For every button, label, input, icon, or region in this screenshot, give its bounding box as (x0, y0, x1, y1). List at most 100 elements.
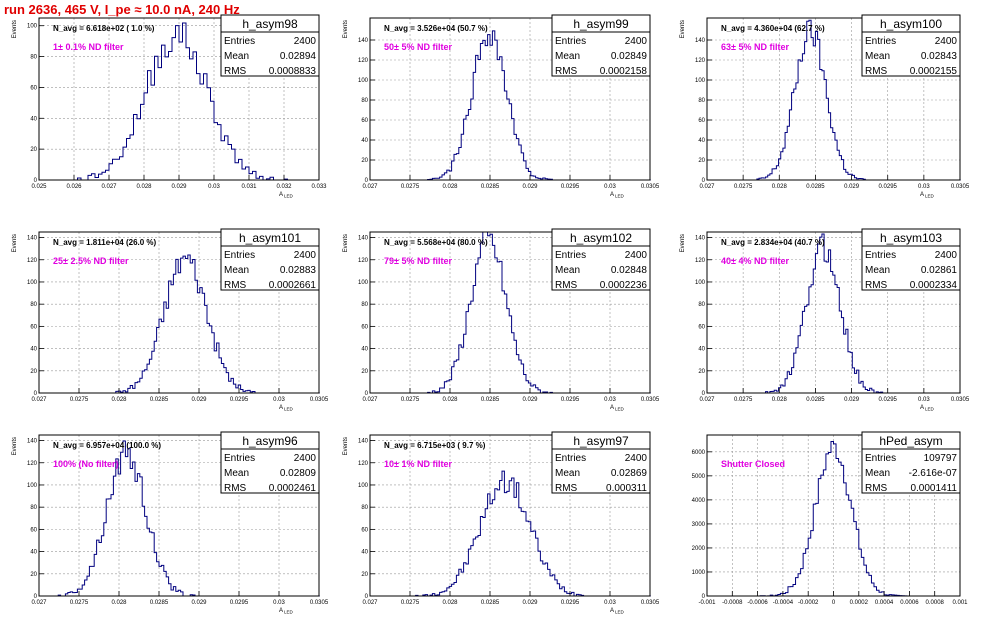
histogram-panel-h_asym98: 0.025 0.026 0.027 0.028 0.029 0.03 0.031 0.032 0… (12, 14, 327, 199)
stats-value: 2400 (935, 36, 958, 47)
histogram-name: h_asym96 (242, 434, 298, 448)
histogram-panel-h_asym96: 0.027 0.0275 0.028 0.0285 0.029 0.0295 0.03 0.0… (12, 431, 329, 615)
x-tick-label: 0.0295 (561, 397, 580, 403)
y-tick-label: 60 (361, 118, 368, 124)
stats-label: RMS (224, 66, 247, 77)
stats-value: 0.0002461 (269, 483, 317, 494)
stats-value: 2400 (935, 250, 958, 261)
x-tick-label: 0.0295 (879, 184, 898, 190)
stats-label: RMS (224, 280, 247, 291)
x-tick-label: 0.029 (522, 600, 538, 606)
stats-label: Mean (224, 468, 249, 479)
navg-label: N_avg = 5.568e+04 (80.0 %) (384, 238, 488, 247)
histogram-series-line (39, 22, 319, 181)
stats-value: 0.02848 (611, 265, 648, 276)
x-tick-label: 0.0275 (734, 184, 753, 190)
stats-value: 0.02809 (280, 468, 317, 479)
x-tick-label: 0.028 (442, 184, 458, 190)
stats-label: Entries (555, 36, 586, 47)
histogram-panel-h_asym100: 0.027 0.0275 0.028 0.0285 0.029 0.0295 0.03 0.0… (680, 14, 970, 199)
x-tick-label: 0.0295 (230, 397, 249, 403)
stats-box (551, 31, 651, 77)
x-axis-label: ALED (920, 192, 935, 199)
x-tick-label: 0.0275 (70, 600, 89, 606)
x-tick-label: 0.028 (772, 397, 788, 403)
histogram-panel-h_asym97: 0.027 0.0275 0.028 0.0285 0.029 0.0295 0.03 0.0… (343, 431, 660, 615)
stats-box (861, 448, 961, 494)
y-tick-label: 0 (365, 391, 369, 397)
y-tick-label: 100 (358, 78, 369, 84)
x-tick-label: 0.0295 (879, 397, 898, 403)
plot-frame (706, 17, 961, 181)
y-tick-label: 40 (361, 347, 368, 353)
histogram-name: h_asym103 (880, 231, 942, 245)
stats-value: 0.0008833 (269, 66, 317, 77)
y-tick-label: 100 (358, 483, 369, 489)
stats-label: Entries (865, 36, 896, 47)
y-tick-label: 3000 (692, 522, 706, 528)
x-axis-label: ALED (920, 405, 935, 412)
x-tick-label: 0.027 (362, 600, 378, 606)
y-axis-label: Events (343, 234, 349, 252)
x-tick-label: 0.03 (918, 184, 930, 190)
filter-label: 79± 5% ND filter (384, 256, 452, 266)
x-tick-label: -0.0008 (722, 600, 743, 606)
filter-label: 40± 4% ND filter (721, 256, 789, 266)
y-tick-label: 120 (695, 58, 706, 64)
y-tick-label: 0 (34, 391, 38, 397)
y-tick-label: 80 (361, 98, 368, 104)
stats-box (551, 448, 651, 494)
x-tick-label: 0.028 (442, 600, 458, 606)
x-tick-label: -0.001 (698, 600, 716, 606)
x-tick-label: 0.03 (208, 184, 220, 190)
y-tick-label: 0 (702, 594, 706, 600)
y-axis-label: Events (680, 20, 686, 38)
x-tick-label: 0.029 (522, 397, 538, 403)
x-tick-label: 0.0305 (641, 184, 660, 190)
x-tick-label: 0.0285 (481, 184, 500, 190)
x-tick-label: 0.0285 (806, 397, 825, 403)
y-tick-label: 120 (358, 58, 369, 64)
x-axis-label: ALED (610, 608, 625, 615)
stats-value: 2400 (625, 250, 648, 261)
y-tick-label: 60 (698, 118, 705, 124)
y-tick-label: 0 (365, 178, 369, 184)
y-tick-label: 100 (358, 280, 369, 286)
histogram-name: h_asym97 (573, 434, 629, 448)
y-tick-label: 60 (30, 85, 37, 91)
navg-label: N_avg = 4.360e+04 (62.7 %) (721, 24, 825, 33)
x-tick-label: 0.0285 (481, 397, 500, 403)
x-tick-label: 0.0305 (310, 397, 329, 403)
y-tick-label: 100 (27, 24, 38, 30)
y-tick-label: 80 (698, 98, 705, 104)
y-axis-label: Events (12, 437, 18, 455)
y-axis-label: Events (343, 20, 349, 38)
filter-label: 10± 1% ND filter (384, 459, 452, 469)
stats-value: 0.02861 (921, 265, 958, 276)
y-tick-label: 40 (698, 347, 705, 353)
x-tick-label: 0.029 (171, 184, 187, 190)
x-tick-label: 0.0006 (900, 600, 919, 606)
stats-value: 0.02849 (611, 51, 648, 62)
x-tick-label: 0.03 (273, 397, 285, 403)
x-tick-label: 0.027 (362, 184, 378, 190)
y-tick-label: 0 (34, 178, 38, 184)
stats-box (861, 245, 961, 291)
x-axis-label: ALED (279, 192, 294, 199)
navg-label: N_avg = 1.811e+04 (26.0 %) (53, 238, 157, 247)
histogram-panel-h_asym103: 0.027 0.0275 0.028 0.0285 0.029 0.0295 0.03 0.0… (680, 228, 970, 412)
stats-value: 0.02894 (280, 51, 317, 62)
y-tick-label: 140 (695, 236, 706, 242)
y-tick-label: 40 (698, 138, 705, 144)
x-tick-label: 0.027 (101, 184, 117, 190)
x-tick-label: 0.0295 (561, 600, 580, 606)
stats-value: 0.000311 (606, 483, 647, 494)
navg-label: N_avg = 2.834e+04 (40.7 %) (721, 238, 825, 247)
plot-frame (369, 231, 651, 394)
x-tick-label: 0.025 (31, 184, 47, 190)
histogram-series-line (370, 470, 651, 597)
y-axis-label: Events (680, 234, 686, 252)
x-axis-label: ALED (610, 405, 625, 412)
x-tick-label: 0.029 (191, 397, 207, 403)
x-tick-label: 0.03 (604, 397, 616, 403)
